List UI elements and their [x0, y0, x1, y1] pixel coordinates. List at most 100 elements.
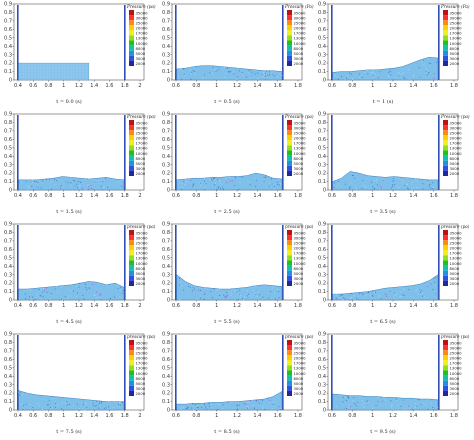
legend-swatch — [287, 345, 292, 351]
y-tick-label: 0.9 — [162, 112, 170, 118]
legend-value: 13000 — [450, 366, 463, 371]
x-tick-label: 1 — [215, 413, 218, 419]
legend-value: 35000 — [294, 10, 307, 15]
y-tick-label: 0.4 — [4, 44, 12, 50]
x-tick-label: 1.6 — [106, 413, 114, 419]
legend-swatch — [443, 260, 448, 266]
legend-value: 3000 — [136, 56, 146, 61]
x-tick-label: 1 — [62, 193, 65, 199]
legend-value: 8000 — [450, 156, 460, 161]
legend-swatch — [443, 350, 448, 356]
tank-wall-right — [282, 335, 284, 410]
legend-value: 30000 — [294, 125, 307, 130]
legend-value: 13000 — [450, 146, 463, 151]
legend-swatch — [443, 165, 448, 171]
legend-swatch — [287, 385, 292, 391]
legend-swatch — [287, 15, 292, 21]
legend-title: Pressure (pa) — [126, 4, 156, 9]
legend-value: 17000 — [294, 361, 307, 366]
x-tick-label: 1.4 — [90, 303, 98, 309]
legend-value: 35000 — [294, 230, 307, 235]
y-tick-label: 0.4 — [162, 374, 170, 380]
legend-value: 20000 — [294, 246, 307, 251]
legend-swatch — [287, 250, 292, 256]
legend-swatch — [443, 160, 448, 166]
legend-swatch — [443, 60, 448, 66]
x-tick-label: 1.2 — [75, 83, 83, 89]
x-tick-label: 0.8 — [192, 413, 200, 419]
y-tick-label: 0.6 — [318, 247, 326, 253]
legend-swatch — [287, 135, 292, 141]
legend-swatch — [443, 170, 448, 176]
time-caption: t = 1 (s) — [373, 98, 394, 105]
sim-panel: 0 0.1 0.2 0.3 0.4 0.5 0.6 0.7 0.8 0.9 0.4 0.6 0.8 1 1.… — [4, 332, 156, 435]
legend-swatch — [443, 155, 448, 161]
x-tick-label: 0.6 — [29, 193, 37, 199]
legend-value: 20000 — [450, 136, 463, 141]
legend-swatch — [287, 50, 292, 56]
y-tick-label: 0 — [167, 188, 170, 194]
y-tick-label: 0 — [9, 298, 12, 304]
x-tick-label: 1.4 — [253, 193, 261, 199]
legend-value: 10000 — [450, 151, 463, 156]
y-tick-label: 0.8 — [318, 340, 326, 346]
legend-value: 17000 — [450, 251, 463, 256]
x-tick-label: 1.6 — [430, 413, 438, 419]
y-tick-label: 0.5 — [4, 145, 12, 151]
x-tick-label: 0.8 — [192, 193, 200, 199]
y-tick-label: 0.6 — [162, 27, 170, 33]
legend-swatch — [129, 170, 134, 176]
legend-swatch — [287, 245, 292, 251]
y-tick-label: 0.6 — [162, 247, 170, 253]
y-tick-label: 0.6 — [318, 357, 326, 363]
legend-swatch — [129, 270, 134, 276]
y-tick-label: 0.4 — [4, 264, 12, 270]
legend-title: Pressure (pa) — [440, 114, 470, 119]
legend-title: pressure (pa) — [285, 334, 314, 339]
y-tick-label: 0 — [323, 188, 326, 194]
y-tick-label: 0.1 — [318, 399, 326, 405]
x-tick-label: 0.4 — [14, 413, 22, 419]
legend-swatch — [443, 275, 448, 281]
legend-value: 8000 — [294, 156, 304, 161]
legend-swatch — [443, 390, 448, 396]
legend-swatch — [287, 55, 292, 61]
y-tick-label: 0.6 — [4, 137, 12, 143]
sim-panel: 0 0.1 0.2 0.3 0.4 0.5 0.6 0.7 0.8 0.9 0.6 0.8 1 1.2 1.… — [318, 2, 470, 105]
legend-value: 3000 — [294, 276, 304, 281]
y-tick-label: 0.4 — [318, 264, 326, 270]
y-tick-label: 0.2 — [318, 61, 326, 67]
tank-wall-left — [17, 5, 19, 80]
legend-swatch — [129, 255, 134, 261]
legend-swatch — [443, 375, 448, 381]
x-tick-label: 1.8 — [121, 83, 129, 89]
legend-value: 35000 — [450, 340, 463, 345]
legend-value: 5000 — [450, 381, 460, 386]
legend-value: 8000 — [136, 266, 146, 271]
legend-swatch — [287, 40, 292, 46]
legend-title: pressure (pa) — [441, 224, 470, 229]
legend-value: 3000 — [450, 56, 460, 61]
x-tick-label: 1.4 — [90, 83, 98, 89]
y-tick-label: 0.7 — [162, 348, 170, 354]
y-tick-label: 0.2 — [4, 171, 12, 177]
legend-value: 5000 — [136, 51, 146, 56]
tank-wall-left — [17, 115, 19, 190]
legend-swatch — [287, 390, 292, 396]
legend-value: 25000 — [294, 130, 307, 135]
legend-value: 35000 — [450, 230, 463, 235]
y-tick-label: 0.9 — [162, 222, 170, 228]
legend-value: 25000 — [136, 130, 149, 135]
y-tick-label: 0.7 — [318, 238, 326, 244]
x-tick-label: 1.4 — [409, 413, 417, 419]
y-tick-label: 0.6 — [318, 27, 326, 33]
legend-value: 3000 — [294, 386, 304, 391]
y-tick-label: 0.1 — [318, 289, 326, 295]
y-tick-label: 0.2 — [318, 281, 326, 287]
x-tick-label: 1.8 — [294, 83, 302, 89]
y-tick-label: 0.8 — [318, 10, 326, 16]
legend-value: 35000 — [294, 340, 307, 345]
legend-swatch — [129, 360, 134, 366]
legend-swatch — [129, 35, 134, 41]
legend-value: 30000 — [136, 125, 149, 130]
